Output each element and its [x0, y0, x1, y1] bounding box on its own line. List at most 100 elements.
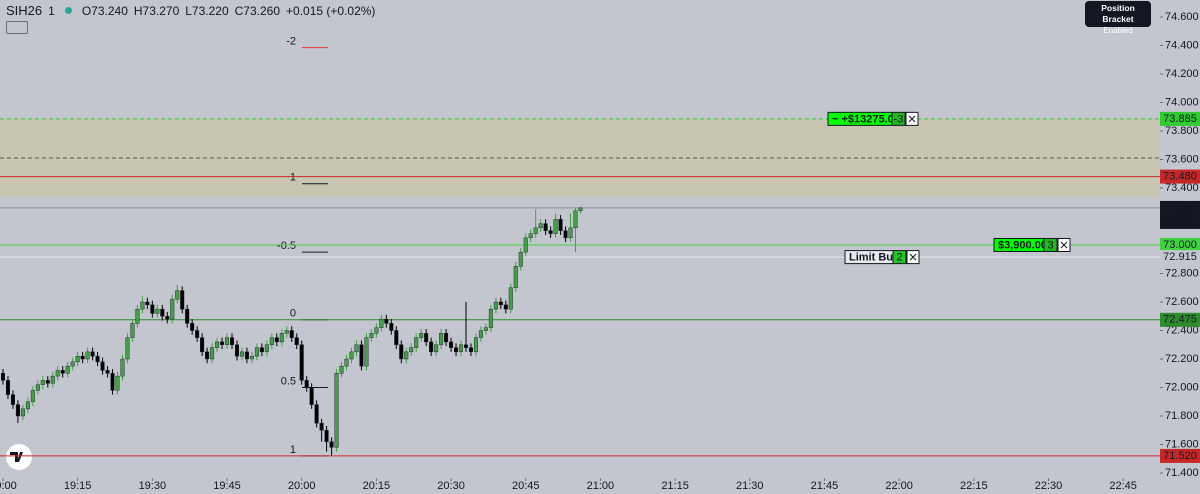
candle [10, 390, 15, 409]
candle-body [483, 327, 488, 331]
candle-body [454, 347, 459, 353]
y-tick-label: 72.800 [1165, 267, 1199, 279]
candle-body [140, 301, 145, 310]
candle [528, 229, 533, 243]
x-tick-label: 21:00 [587, 480, 615, 492]
candle-body [75, 355, 80, 363]
candle [483, 323, 488, 335]
candle [334, 368, 339, 452]
candle [513, 262, 518, 293]
symbol[interactable]: SIH26 [6, 3, 43, 18]
candle [205, 347, 210, 364]
y-tick-label: 72.000 [1165, 381, 1199, 393]
price-axis-label: 73.260 [1163, 202, 1197, 214]
candle [449, 337, 454, 352]
x-tick-label: 19:30 [139, 480, 167, 492]
candle-body [244, 351, 249, 360]
x-tick-label: 19:15 [64, 480, 92, 492]
candle-body [215, 341, 220, 348]
x-tick-label: 19:45 [213, 480, 241, 492]
candle [210, 343, 215, 364]
candle-body [513, 266, 518, 288]
candle-body [25, 401, 30, 410]
candle [150, 300, 155, 318]
order-ticket[interactable]: ~ +$13275.00-3 [827, 111, 919, 126]
candle-body [538, 223, 543, 229]
candle-body [195, 330, 200, 338]
y-tick-label: 73.800 [1165, 125, 1199, 137]
candle [165, 311, 170, 324]
candle [40, 376, 45, 389]
candle [299, 340, 304, 385]
candle-body [304, 380, 309, 388]
order-ticket[interactable]: $3,900.00 3 [993, 237, 1071, 252]
candle [319, 418, 324, 442]
order-qty-box [891, 111, 906, 126]
price-axis-label-bg [1160, 312, 1200, 327]
candle [364, 333, 369, 371]
candle-body [239, 351, 244, 357]
price-axis-label-bg [1160, 237, 1200, 252]
candle-body [190, 323, 195, 331]
candle-body [523, 237, 528, 253]
candle-body [165, 316, 170, 320]
candle [120, 354, 125, 381]
candle [100, 357, 105, 375]
candle [15, 400, 20, 424]
candle [30, 386, 35, 407]
fib-label: 0 [290, 308, 296, 320]
candle-body [40, 380, 45, 385]
ohlc-high: H73.270 [133, 3, 180, 18]
interval[interactable]: 1 [48, 3, 55, 18]
candle-body [115, 375, 120, 391]
order-cancel[interactable] [905, 111, 919, 126]
candle-body [205, 351, 210, 360]
ohlc-change: +0.015 (+0.02%) [286, 3, 376, 18]
candle [229, 333, 234, 350]
y-tick-label: 73.600 [1165, 153, 1199, 165]
candle [374, 323, 379, 338]
candle-body [478, 330, 483, 338]
candle [284, 326, 289, 338]
candle [130, 319, 135, 342]
candle-body [319, 422, 324, 431]
candle-body [279, 333, 284, 343]
candle [155, 304, 160, 318]
candle [70, 357, 75, 371]
order-qty: 2 [896, 252, 902, 264]
candle-body [284, 330, 289, 334]
order-text: ~ +$13275.00 [832, 113, 900, 125]
candle-body [533, 227, 538, 234]
candle [135, 304, 140, 328]
candle-body [459, 344, 464, 353]
y-tick-label: 72.400 [1165, 324, 1199, 336]
ohlc-open: O73.240 [81, 3, 128, 18]
candle [399, 340, 404, 364]
x-tick-label: 21:30 [736, 480, 764, 492]
fib-label: -0.5 [277, 240, 296, 252]
candle [463, 301, 468, 352]
candle [414, 333, 419, 352]
candle-body [70, 361, 75, 367]
y-tick-label: 73.400 [1165, 182, 1199, 194]
candle-body [468, 347, 473, 353]
bracket-zone [0, 118, 1160, 197]
candle-body [508, 287, 513, 310]
candle-body [409, 347, 414, 353]
price-axis-label-bg [1160, 250, 1200, 265]
order-qty-box [892, 250, 907, 265]
order-cancel[interactable] [1057, 237, 1071, 252]
bracket-tooltip: Position Bracket Enabled [1085, 1, 1151, 35]
candle-body [135, 308, 140, 324]
candle-body [55, 370, 60, 377]
candle-body [334, 373, 339, 448]
collapse-button[interactable] [6, 21, 28, 34]
candle-body [324, 430, 329, 442]
candle [314, 400, 319, 428]
candle-body [105, 370, 110, 374]
order-cancel[interactable] [906, 250, 920, 265]
candle-body [314, 404, 319, 424]
candle [170, 294, 175, 324]
candle-body [20, 408, 25, 417]
